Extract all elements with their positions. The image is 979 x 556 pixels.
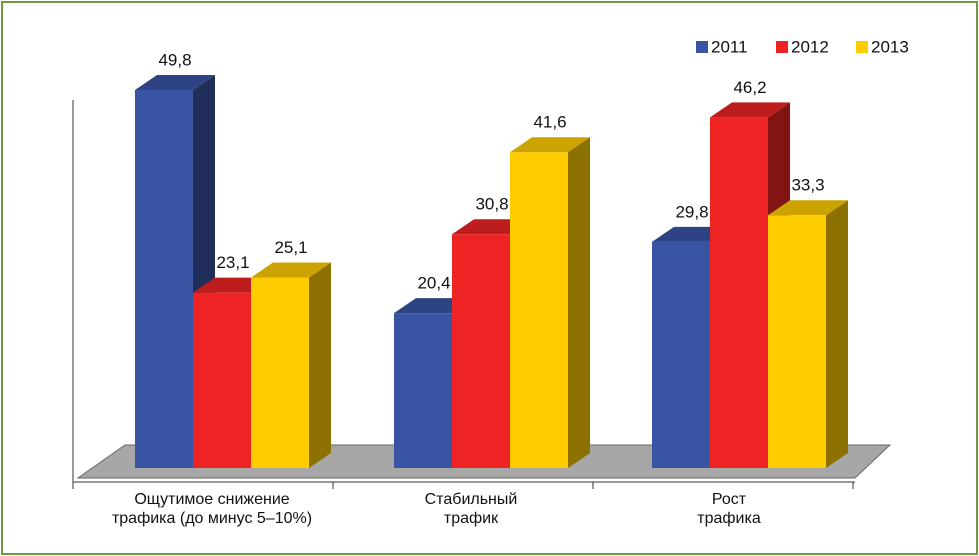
- bar: [251, 277, 309, 468]
- bar: [510, 152, 568, 469]
- bar-side: [309, 262, 331, 468]
- legend-swatch: [776, 41, 788, 53]
- value-label: 30,8: [475, 195, 508, 214]
- bar-side: [568, 137, 590, 469]
- value-label: 20,4: [417, 274, 450, 293]
- bar: [193, 292, 251, 468]
- value-label: 29,8: [675, 202, 708, 221]
- bar-top: [710, 102, 790, 118]
- bar-side: [826, 200, 848, 469]
- bar: [710, 117, 768, 468]
- value-label: 25,1: [274, 238, 307, 257]
- legend-label: 2011: [711, 37, 748, 56]
- value-label: 33,3: [791, 176, 824, 195]
- bar-top: [251, 262, 331, 278]
- value-label: 49,8: [158, 51, 191, 70]
- x-tick-label: Ощутимое снижение трафика (до минус 5–10…: [111, 491, 313, 527]
- legend-label: 2012: [791, 37, 829, 56]
- bar: [135, 90, 193, 468]
- x-tick-label: Рост трафика: [697, 491, 761, 527]
- value-label: 41,6: [533, 113, 566, 132]
- x-tick-label: Стабильный трафик: [424, 491, 518, 527]
- value-label: 23,1: [216, 253, 249, 272]
- legend-label: 2013: [871, 37, 909, 56]
- legend-swatch: [696, 41, 708, 53]
- bar: [394, 313, 452, 468]
- bar: [768, 215, 826, 468]
- legend-swatch: [856, 41, 868, 53]
- bar-top: [768, 200, 848, 216]
- bar-top: [510, 137, 590, 153]
- bar-top: [135, 75, 215, 91]
- bar: [652, 241, 710, 468]
- value-label: 46,2: [733, 78, 766, 97]
- bar: [452, 234, 510, 468]
